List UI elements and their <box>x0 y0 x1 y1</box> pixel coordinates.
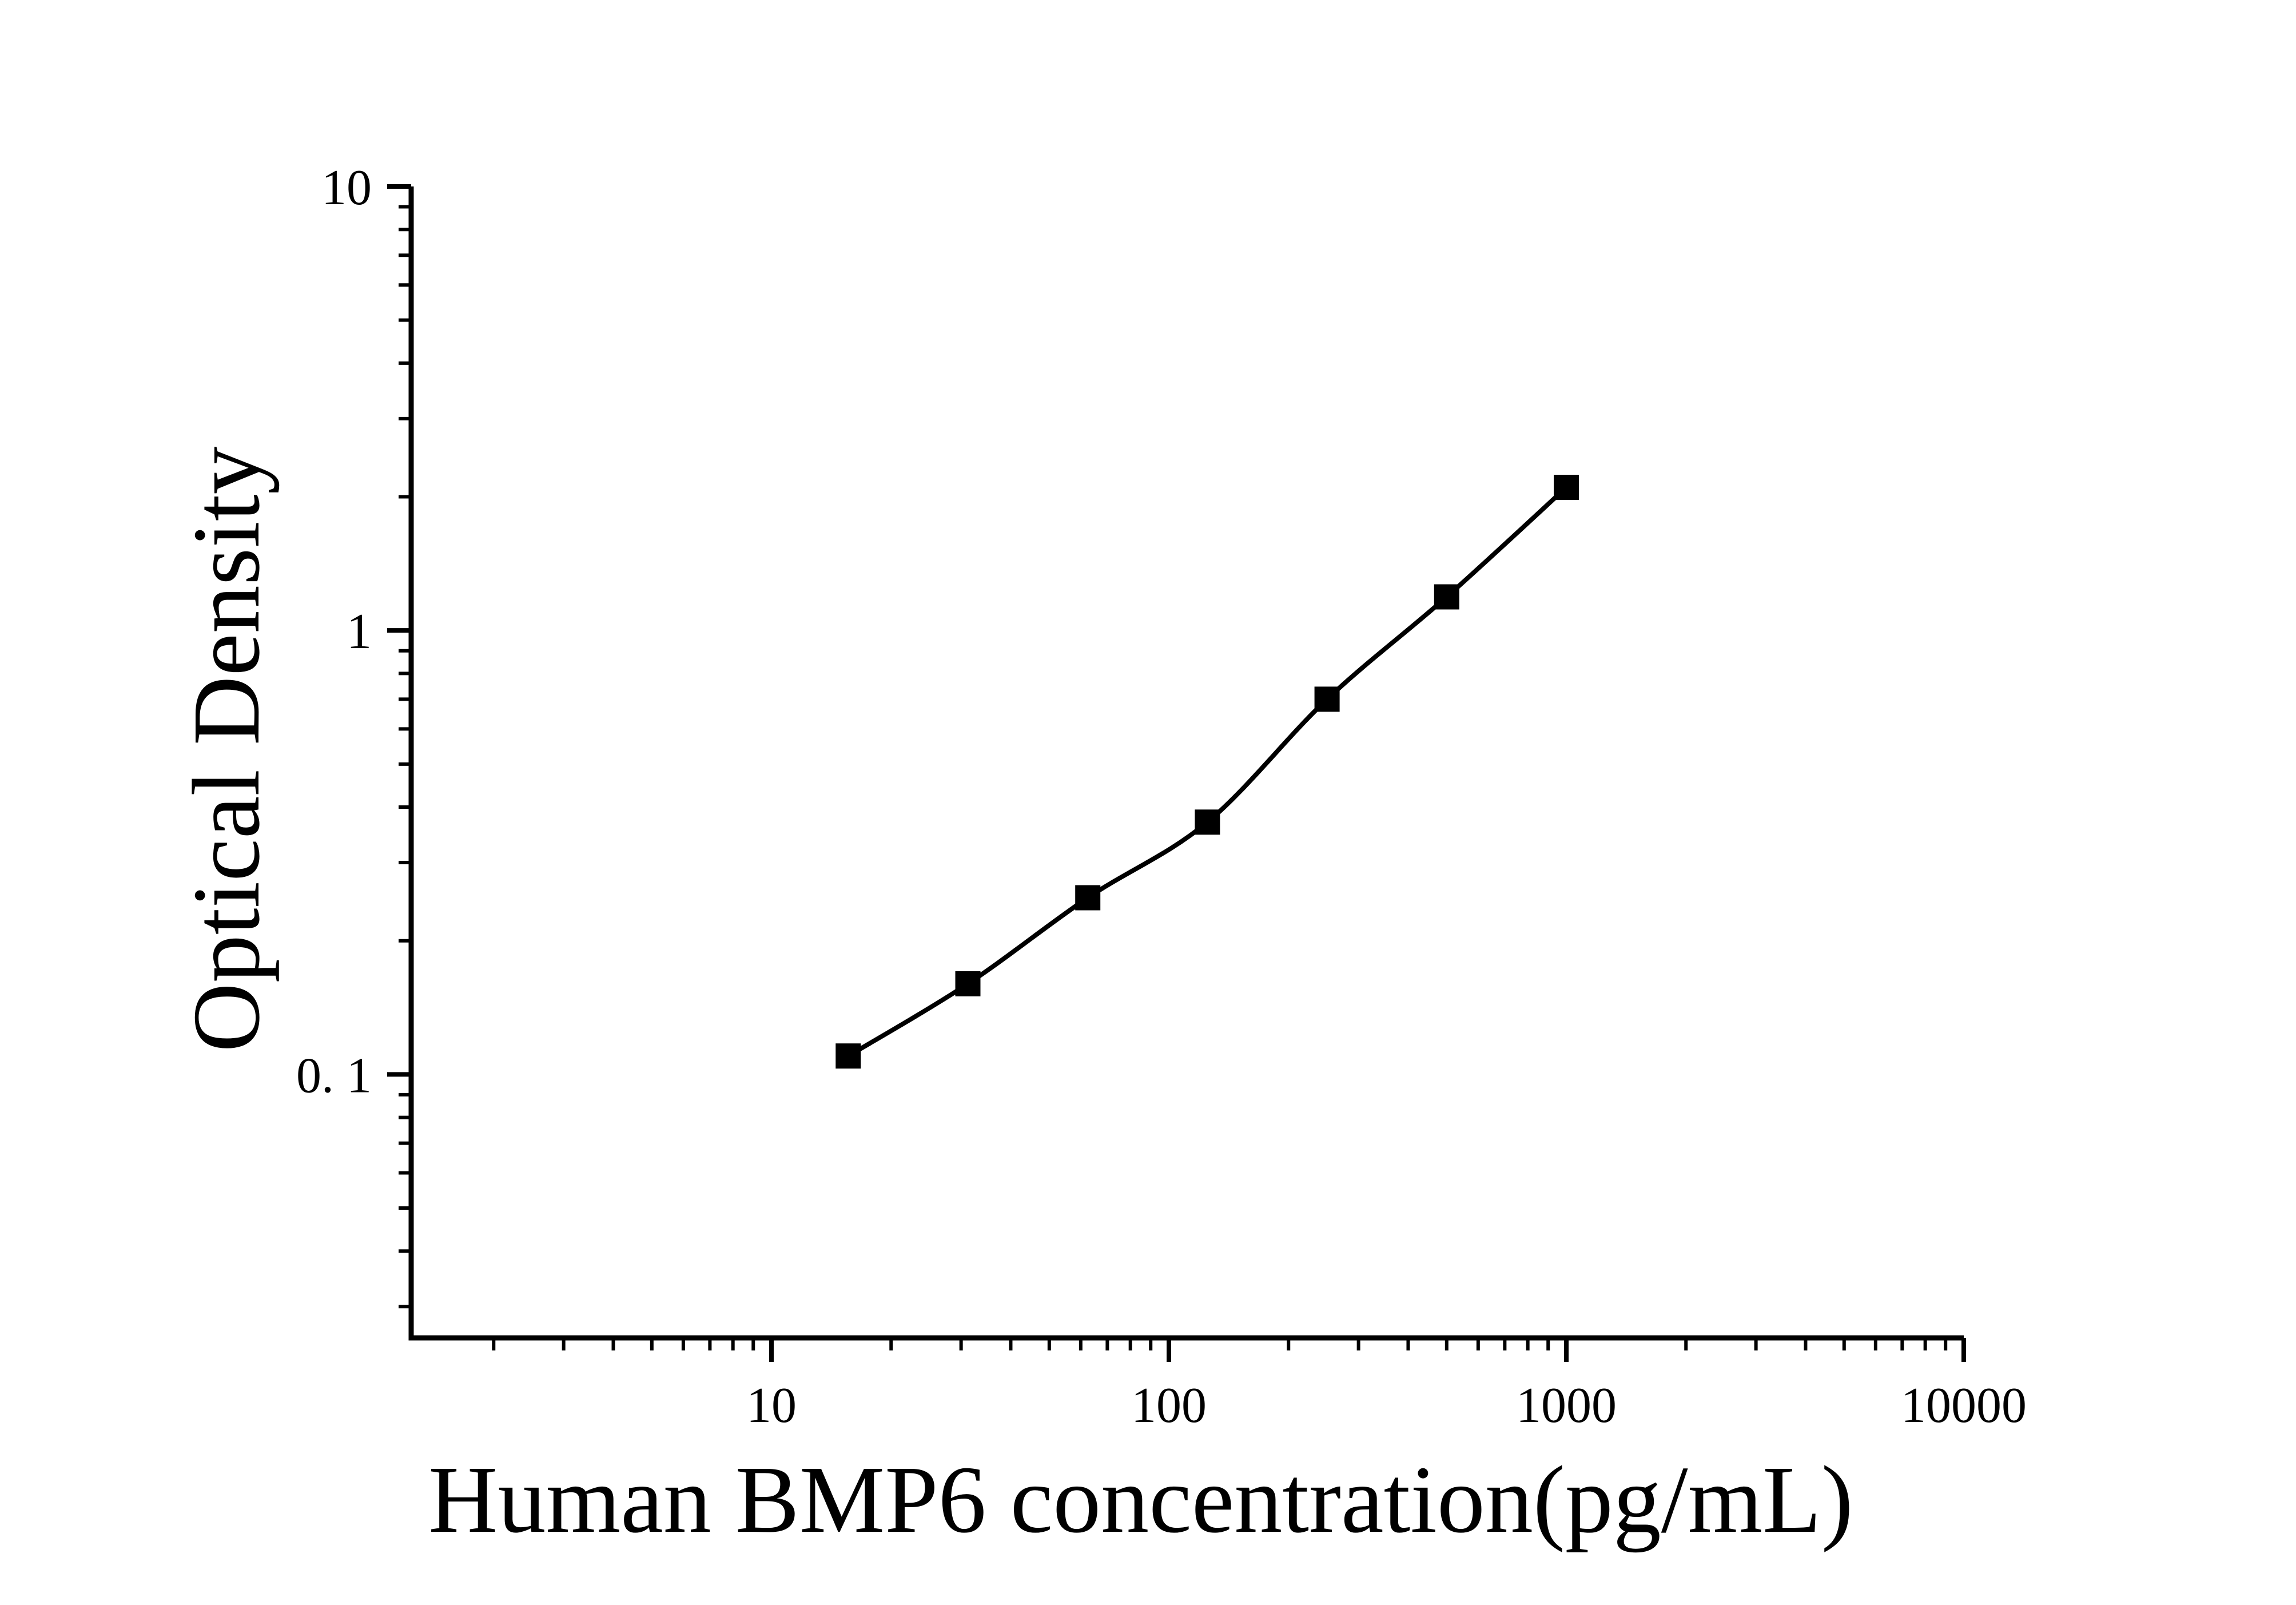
y-axis-tick-label: 0. 1 <box>296 1048 372 1103</box>
x-axis-tick-label: 100 <box>1131 1378 1207 1433</box>
data-point-marker <box>1195 809 1220 835</box>
data-series-layer <box>835 475 1579 1069</box>
axis-spine <box>408 186 1964 1341</box>
data-point-marker <box>1075 885 1101 911</box>
data-point-marker <box>835 1043 861 1069</box>
data-point-marker <box>1554 475 1579 500</box>
axes-layer: 10 100 1000 10000 10 1 0. 1 <box>296 160 2027 1433</box>
y-axis-tick-label: 1 <box>347 604 372 660</box>
data-point-marker <box>955 971 981 996</box>
x-axis-tick-label: 10000 <box>1901 1378 2027 1433</box>
y-axis-title: Optical Density <box>173 446 280 1052</box>
x-axis-title: Human BMP6 concentration(pg/mL) <box>428 1447 1853 1553</box>
y-axis-tick-label: 10 <box>321 160 372 216</box>
data-point-marker <box>1434 584 1459 610</box>
x-axis-tick-label: 1000 <box>1516 1378 1617 1433</box>
data-point-marker <box>1314 686 1340 712</box>
standard-curve-line <box>847 486 1568 1058</box>
x-axis-tick-label: 10 <box>746 1378 797 1433</box>
